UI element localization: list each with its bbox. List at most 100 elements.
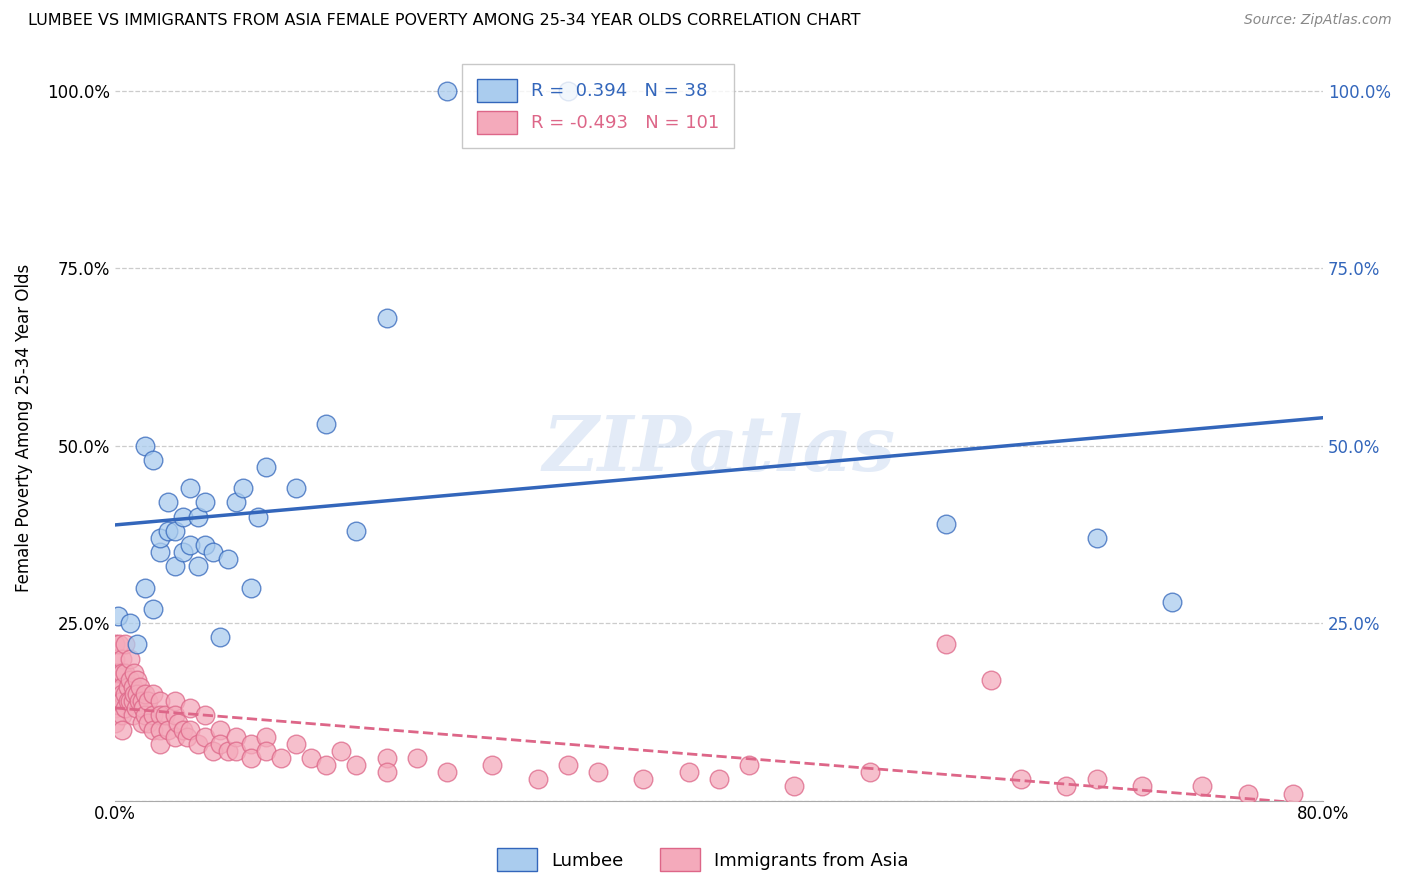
Point [141, 602, 163, 616]
Point [165, 524, 187, 538]
Point [132, 701, 155, 715]
Point [111, 665, 134, 680]
Point [346, 524, 368, 538]
Point [254, 459, 277, 474]
Point [134, 687, 156, 701]
Point [346, 758, 368, 772]
Point [111, 708, 134, 723]
Point [141, 723, 163, 737]
Point [165, 559, 187, 574]
Point [156, 495, 179, 509]
Point [201, 744, 224, 758]
Point [127, 687, 149, 701]
Text: Source: ZipAtlas.com: Source: ZipAtlas.com [1244, 13, 1392, 28]
Point [107, 609, 129, 624]
Point [136, 694, 159, 708]
Point [633, 772, 655, 787]
Point [124, 687, 146, 701]
Point [141, 687, 163, 701]
Point [194, 730, 217, 744]
Point [1191, 780, 1213, 794]
Point [134, 581, 156, 595]
Y-axis label: Female Poverty Among 25-34 Year Olds: Female Poverty Among 25-34 Year Olds [15, 264, 32, 592]
Point [114, 701, 136, 715]
Point [299, 751, 322, 765]
Point [108, 637, 131, 651]
Point [209, 630, 232, 644]
Point [118, 651, 141, 665]
Point [117, 680, 139, 694]
Point [239, 751, 262, 765]
Point [201, 545, 224, 559]
Point [128, 694, 150, 708]
Point [330, 744, 353, 758]
Point [104, 637, 127, 651]
Point [111, 687, 134, 701]
Point [134, 439, 156, 453]
Text: LUMBEE VS IMMIGRANTS FROM ASIA FEMALE POVERTY AMONG 25-34 YEAR OLDS CORRELATION : LUMBEE VS IMMIGRANTS FROM ASIA FEMALE PO… [28, 13, 860, 29]
Point [136, 715, 159, 730]
Point [1010, 772, 1032, 787]
Point [134, 708, 156, 723]
Point [117, 694, 139, 708]
Point [526, 772, 548, 787]
Point [172, 545, 194, 559]
Point [859, 765, 882, 780]
Point [187, 737, 209, 751]
Point [194, 538, 217, 552]
Point [678, 765, 700, 780]
Point [557, 758, 579, 772]
Point [1282, 787, 1305, 801]
Point [165, 730, 187, 744]
Point [375, 751, 398, 765]
Point [114, 687, 136, 701]
Point [104, 701, 127, 715]
Text: ZIPatlas: ZIPatlas [543, 413, 896, 487]
Point [149, 723, 172, 737]
Point [934, 516, 956, 531]
Point [104, 665, 127, 680]
Point [176, 730, 198, 744]
Point [149, 708, 172, 723]
Point [436, 84, 458, 98]
Point [167, 715, 190, 730]
Point [209, 723, 232, 737]
Point [111, 694, 134, 708]
Point [194, 708, 217, 723]
Point [127, 673, 149, 687]
Point [127, 637, 149, 651]
Point [104, 715, 127, 730]
Point [179, 723, 201, 737]
Point [141, 708, 163, 723]
Point [187, 559, 209, 574]
Point [131, 715, 153, 730]
Point [172, 723, 194, 737]
Point [217, 552, 239, 566]
Point [114, 637, 136, 651]
Point [108, 665, 131, 680]
Legend: Lumbee, Immigrants from Asia: Lumbee, Immigrants from Asia [491, 841, 915, 879]
Point [586, 765, 609, 780]
Point [707, 772, 730, 787]
Point [104, 651, 127, 665]
Point [738, 758, 761, 772]
Point [980, 673, 1002, 687]
Legend: R =  0.394   N = 38, R = -0.493   N = 101: R = 0.394 N = 38, R = -0.493 N = 101 [463, 64, 734, 148]
Point [111, 651, 134, 665]
Point [1085, 531, 1108, 545]
Point [122, 708, 145, 723]
Point [187, 509, 209, 524]
Point [156, 524, 179, 538]
Point [1130, 780, 1153, 794]
Point [1085, 772, 1108, 787]
Point [179, 538, 201, 552]
Point [225, 744, 247, 758]
Point [179, 701, 201, 715]
Point [156, 723, 179, 737]
Point [118, 694, 141, 708]
Point [405, 751, 427, 765]
Point [129, 680, 152, 694]
Point [141, 453, 163, 467]
Point [481, 758, 503, 772]
Point [217, 744, 239, 758]
